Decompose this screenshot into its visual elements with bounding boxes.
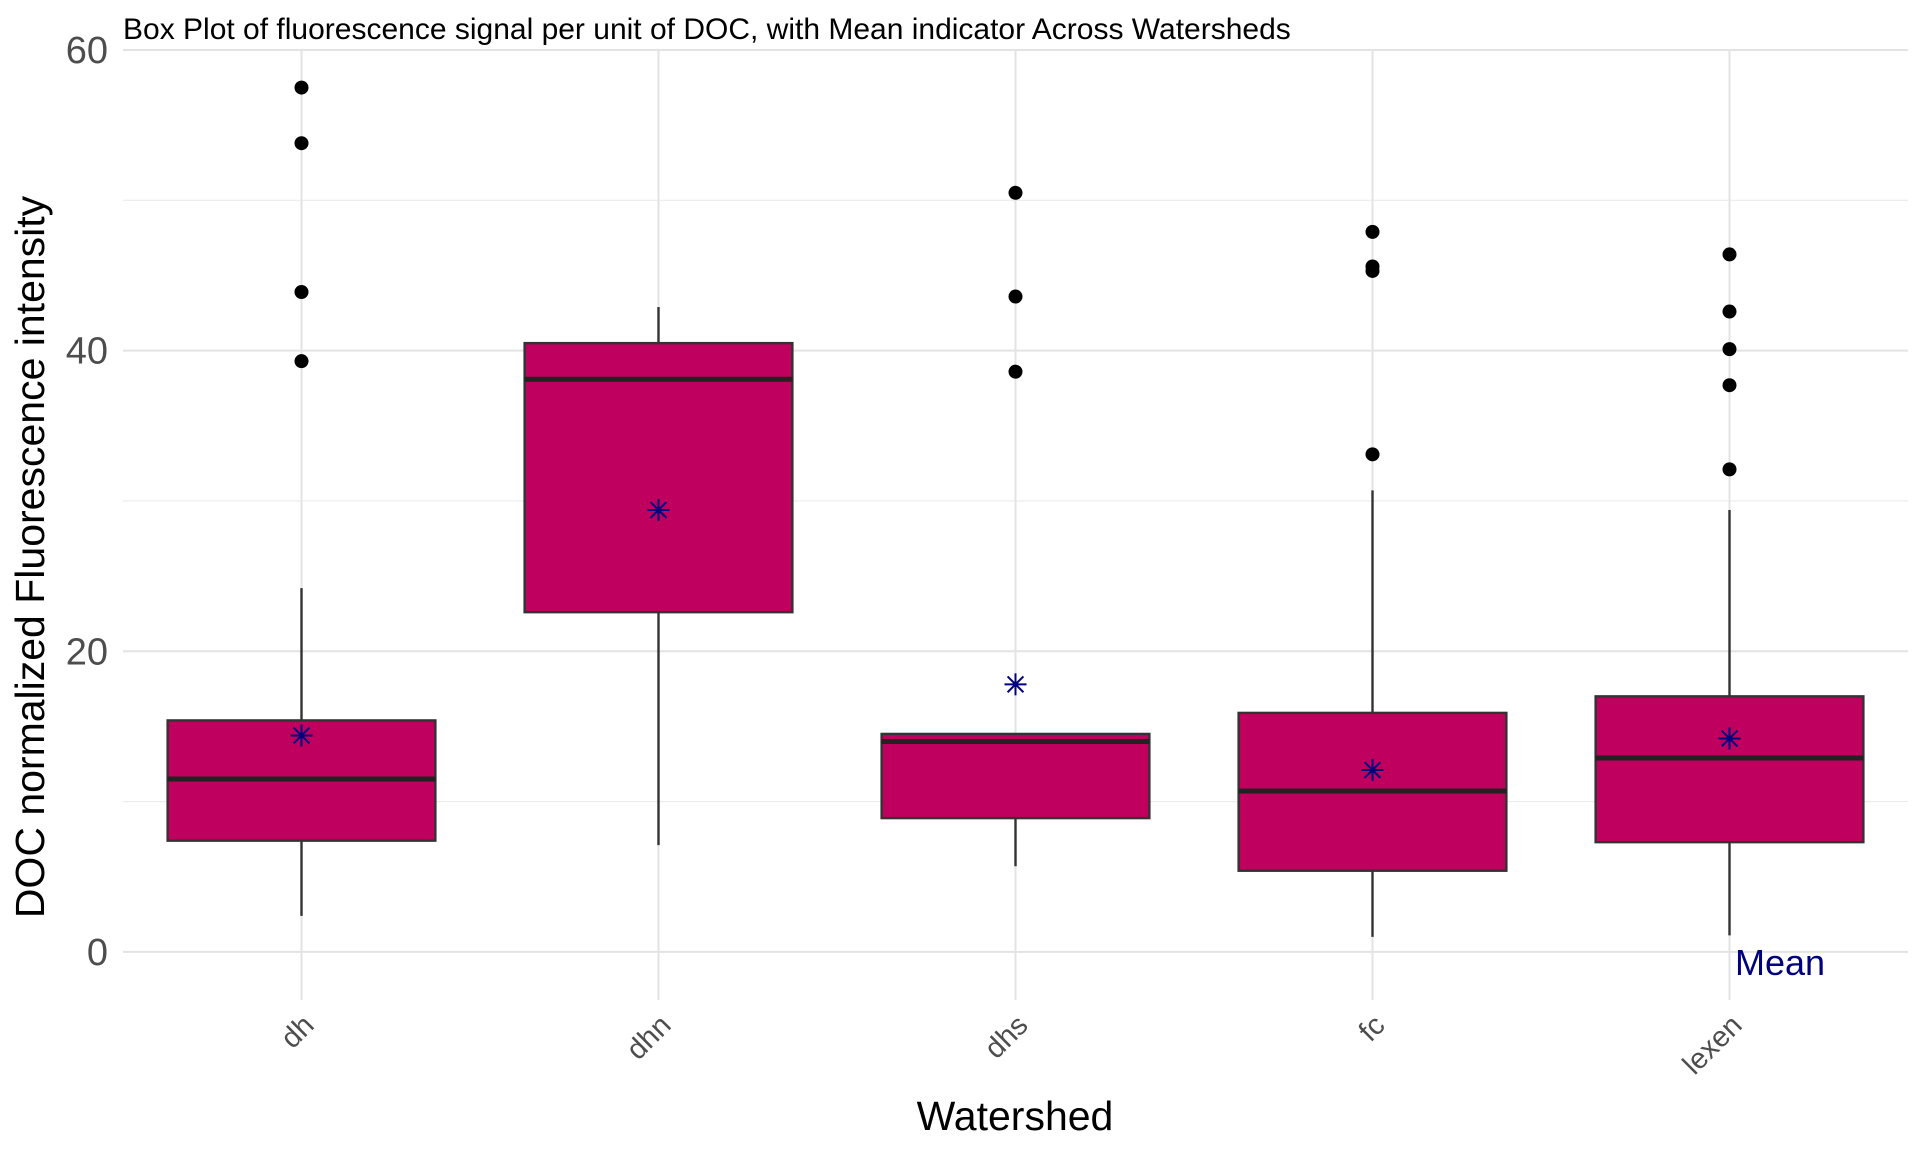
mean-marker: [647, 498, 670, 521]
y-tick-label: 40: [66, 331, 108, 373]
y-tick-label: 60: [66, 30, 108, 72]
x-tick-label: lexen: [1677, 1009, 1749, 1081]
box-rect: [1594, 695, 1865, 844]
outlier-point: [1722, 304, 1737, 319]
outlier-point: [294, 354, 309, 369]
outlier-point: [1722, 378, 1737, 393]
mean-marker-stroke: [292, 726, 311, 745]
outlier-point: [1365, 259, 1380, 274]
mean-marker-stroke: [1720, 729, 1739, 748]
x-tick-label: fc: [1353, 1009, 1392, 1048]
outlier-point: [294, 285, 309, 300]
outlier-point: [1008, 289, 1023, 304]
y-tick-label: 0: [87, 932, 108, 974]
x-tick-label: dhn: [621, 1009, 678, 1066]
mean-marker-stroke: [1006, 675, 1025, 693]
box-fc: [1237, 224, 1508, 937]
mean-marker: [1361, 759, 1384, 782]
box-dhn: [523, 307, 794, 846]
grid: [123, 49, 1908, 1000]
mean-marker: [1718, 727, 1741, 750]
box-lexen: [1594, 247, 1865, 936]
outlier-point: [1722, 462, 1737, 477]
outlier-point: [1008, 364, 1023, 379]
box-rect: [523, 341, 794, 614]
mean-marker: [1004, 673, 1027, 696]
box-rect: [880, 732, 1151, 820]
x-tick-labels: dh dhn dhs fc lexen: [275, 1009, 1748, 1081]
outlier-point: [1008, 185, 1023, 200]
outlier-point: [1365, 224, 1380, 239]
outlier-point: [294, 136, 309, 151]
y-axis-title: DOC normalized Fluorescence intensity: [7, 195, 53, 918]
x-tick-label: dhs: [979, 1009, 1035, 1065]
outlier-point: [1722, 342, 1737, 357]
boxes: [166, 80, 1865, 937]
x-axis-title: Watershed: [917, 1093, 1114, 1139]
mean-marker: [290, 724, 313, 747]
mean-marker-stroke: [649, 501, 668, 519]
outlier-point: [1365, 447, 1380, 462]
y-tick-labels: 0 20 40 60: [66, 30, 108, 974]
outlier-point: [294, 80, 309, 95]
chart-title: Box Plot of fluorescence signal per unit…: [123, 13, 1291, 46]
mean-annotation: Mean: [1735, 942, 1825, 983]
y-tick-label: 20: [66, 631, 108, 673]
x-tick-label: dh: [275, 1009, 320, 1054]
box-dhs: [880, 185, 1151, 867]
mean-marker-stroke: [1363, 761, 1382, 779]
box-dh: [166, 80, 437, 916]
outlier-point: [1722, 247, 1737, 262]
